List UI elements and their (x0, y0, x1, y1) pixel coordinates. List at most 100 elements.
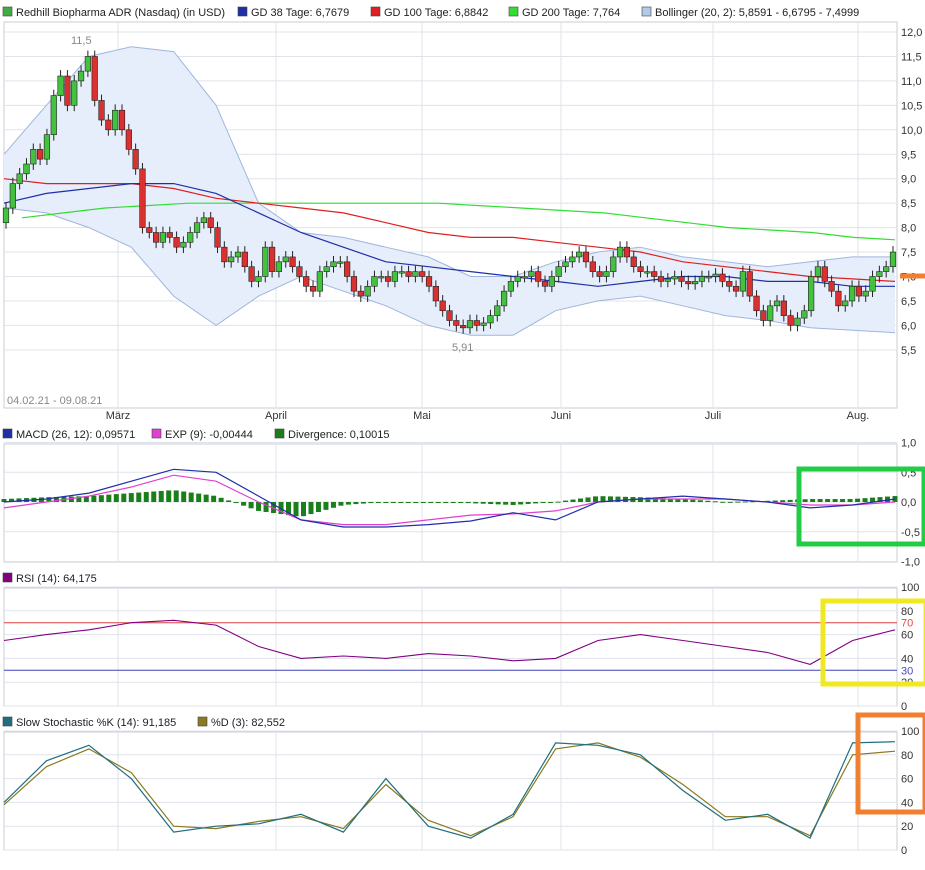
divergence-bar (570, 499, 576, 502)
candle-up (610, 256, 617, 272)
divergence-bar (667, 498, 673, 502)
candle-down (91, 56, 98, 101)
y-tick-label: 1,0 (901, 438, 916, 450)
candle-down (828, 281, 835, 292)
divergence-bar (218, 497, 224, 502)
divergence-bar (293, 502, 299, 517)
candle-up (262, 246, 269, 277)
y-tick-label: 9,5 (901, 149, 916, 161)
candle-up (883, 266, 890, 272)
candle-up (603, 271, 610, 277)
divergence-bar (832, 499, 838, 502)
high-annotation: 11,5 (71, 35, 92, 47)
candle-up (548, 276, 555, 287)
candle-up (487, 315, 494, 324)
divergence-bar (697, 500, 703, 502)
divergence-bar (233, 502, 239, 504)
candle-down (657, 276, 665, 282)
divergence-bar (143, 492, 149, 502)
candle-up (514, 276, 521, 282)
legend-label: Redhill Biopharma ADR (Nasdaq) (in USD) (16, 7, 225, 19)
divergence-bar (158, 490, 164, 502)
candle-down (350, 276, 358, 292)
y-tick-label: 30 (901, 665, 913, 677)
divergence-bar (300, 502, 306, 517)
divergence-bar (593, 496, 599, 502)
divergence-bar (315, 502, 321, 512)
divergence-bar (353, 502, 359, 505)
candle-up (773, 300, 781, 307)
divergence-bar (705, 500, 711, 502)
divergence-bar (607, 496, 613, 502)
candle-up (876, 271, 883, 277)
divergence-bar (637, 497, 643, 502)
divergence-bar (203, 494, 209, 502)
legend-label: EXP (9): -0,00444 (165, 429, 253, 441)
candle-down (166, 232, 173, 238)
candle-down (589, 261, 596, 272)
candle-down (173, 237, 180, 248)
candle-down (105, 119, 112, 131)
candle-up (644, 271, 651, 274)
divergence-bar (390, 502, 396, 503)
divergence-bar (615, 496, 621, 502)
y-tick-label: 8,5 (901, 198, 916, 210)
divergence-bar (877, 497, 883, 502)
candle-up (562, 261, 569, 268)
highlight-box-yellow (820, 598, 925, 687)
divergence-bar (855, 498, 861, 502)
legend-swatch (274, 428, 285, 439)
candle-down (118, 109, 126, 131)
divergence-bar (555, 501, 561, 503)
candle-down (37, 149, 44, 160)
divergence-bar (712, 501, 718, 503)
candle-up (528, 271, 535, 277)
candle-up (364, 285, 371, 297)
candle-down (732, 285, 740, 292)
divergence-bar (76, 496, 82, 502)
candle-up (692, 281, 699, 285)
divergence-bar (600, 496, 606, 502)
date-range-label: 04.02.21 - 09.08.21 (7, 395, 102, 407)
candle-up (616, 246, 624, 258)
stoch-k-line (3, 741, 896, 839)
candle-down (637, 266, 644, 272)
candle-down (344, 261, 351, 277)
legend-label: Divergence: 0,10015 (288, 429, 390, 441)
divergence-bar (817, 499, 823, 502)
macd-line (3, 468, 896, 528)
legend-label: RSI (14): 64,175 (16, 573, 97, 585)
candle-up (767, 305, 774, 321)
candle-up (43, 134, 51, 160)
legend-swatch (2, 6, 13, 17)
legend-swatch (508, 6, 519, 17)
divergence-bar (360, 502, 366, 504)
candle-down (268, 246, 276, 272)
divergence-bar (405, 502, 411, 503)
legend-label: Slow Stochastic %K (14): 91,185 (16, 717, 176, 729)
legend-swatch (151, 428, 162, 439)
candle-down (760, 310, 767, 321)
candle-up (9, 183, 16, 209)
candle-down (214, 227, 221, 248)
candle-up (698, 276, 706, 282)
candle-down (153, 232, 160, 243)
low-annotation: 5,91 (452, 342, 473, 354)
divergence-bar (675, 498, 681, 502)
rsi-legend: RSI (14): 64,175 (2, 572, 97, 585)
candle-down (473, 320, 480, 326)
divergence-bar (780, 500, 786, 502)
divergence-bar (1, 499, 7, 502)
candle-up (739, 271, 746, 292)
candle-down (303, 276, 310, 287)
divergence-bar (787, 499, 793, 502)
divergence-bar (802, 499, 808, 502)
candle-down (623, 246, 630, 258)
divergence-bar (323, 502, 329, 510)
divergence-bar (166, 490, 172, 502)
divergence-bar (862, 498, 868, 502)
candle-up (71, 80, 78, 106)
y-tick-label: 40 (901, 797, 913, 809)
candle-up (159, 232, 167, 243)
x-tick-label: Juni (551, 410, 571, 422)
